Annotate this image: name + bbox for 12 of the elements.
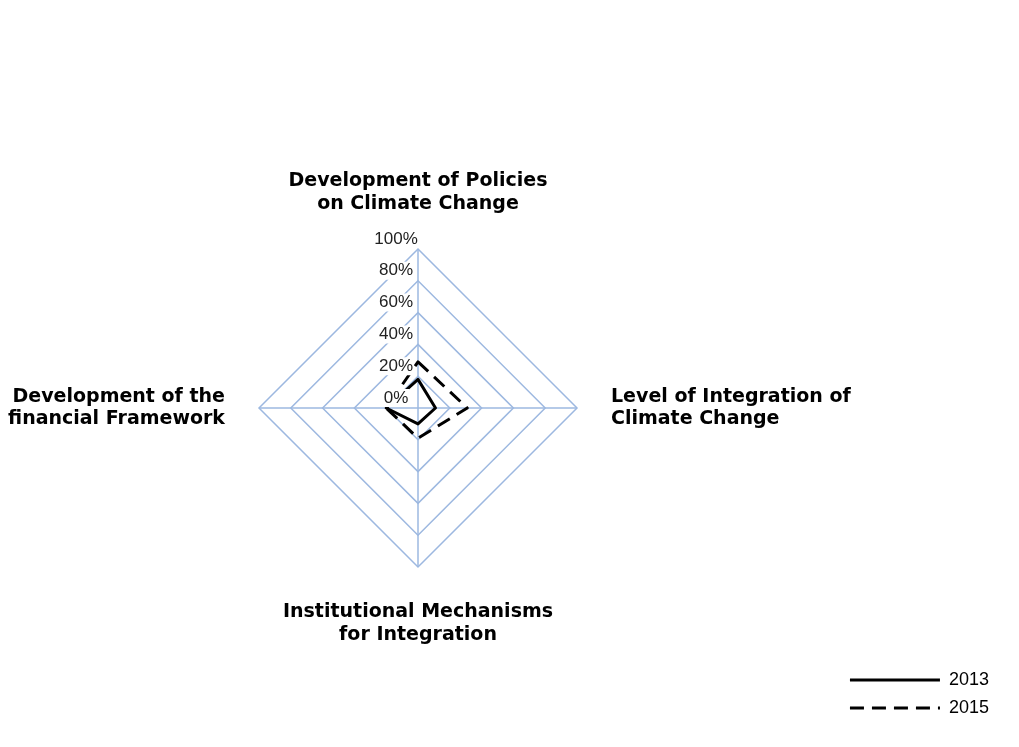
legend-label: 2013 [948, 668, 989, 689]
spoke-label: Development of Policies on Climate Change [288, 167, 548, 213]
y-tick-label: 100% [374, 228, 418, 248]
spoke-label: Development of the financial Framework [8, 383, 226, 429]
y-tick-label: 0% [383, 387, 409, 407]
spoke-label: Level of Integration of Climate Change [611, 383, 852, 429]
y-tick-label: 60% [378, 292, 414, 312]
spoke-label: Institutional Mechanisms for Integration [282, 599, 554, 645]
y-tick-label: 40% [378, 324, 414, 344]
legend-label: 2015 [948, 696, 989, 717]
y-tick-label: 80% [378, 260, 414, 280]
y-tick-label: 20% [378, 355, 414, 375]
